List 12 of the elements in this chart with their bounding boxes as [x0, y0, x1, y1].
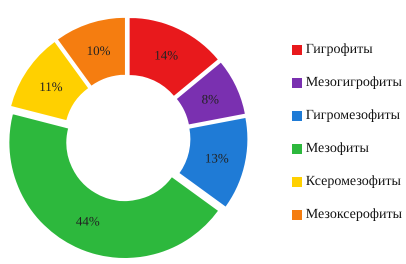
data-label: 44%	[76, 214, 100, 229]
data-label: 10%	[86, 43, 111, 58]
legend-label: Гигромезофиты	[306, 107, 400, 125]
legend-label: Гигрофиты	[306, 41, 373, 59]
data-label: 8%	[202, 91, 220, 106]
legend-label: Мезогигрофиты	[306, 74, 402, 92]
legend-label: Мезофиты	[306, 140, 369, 158]
data-label: 11%	[39, 78, 63, 94]
data-label: 13%	[204, 150, 229, 166]
data-label: 14%	[154, 47, 178, 62]
legend-label: Ксеромезофиты	[306, 173, 401, 191]
legend-label: Мезоксерофиты	[306, 206, 402, 224]
